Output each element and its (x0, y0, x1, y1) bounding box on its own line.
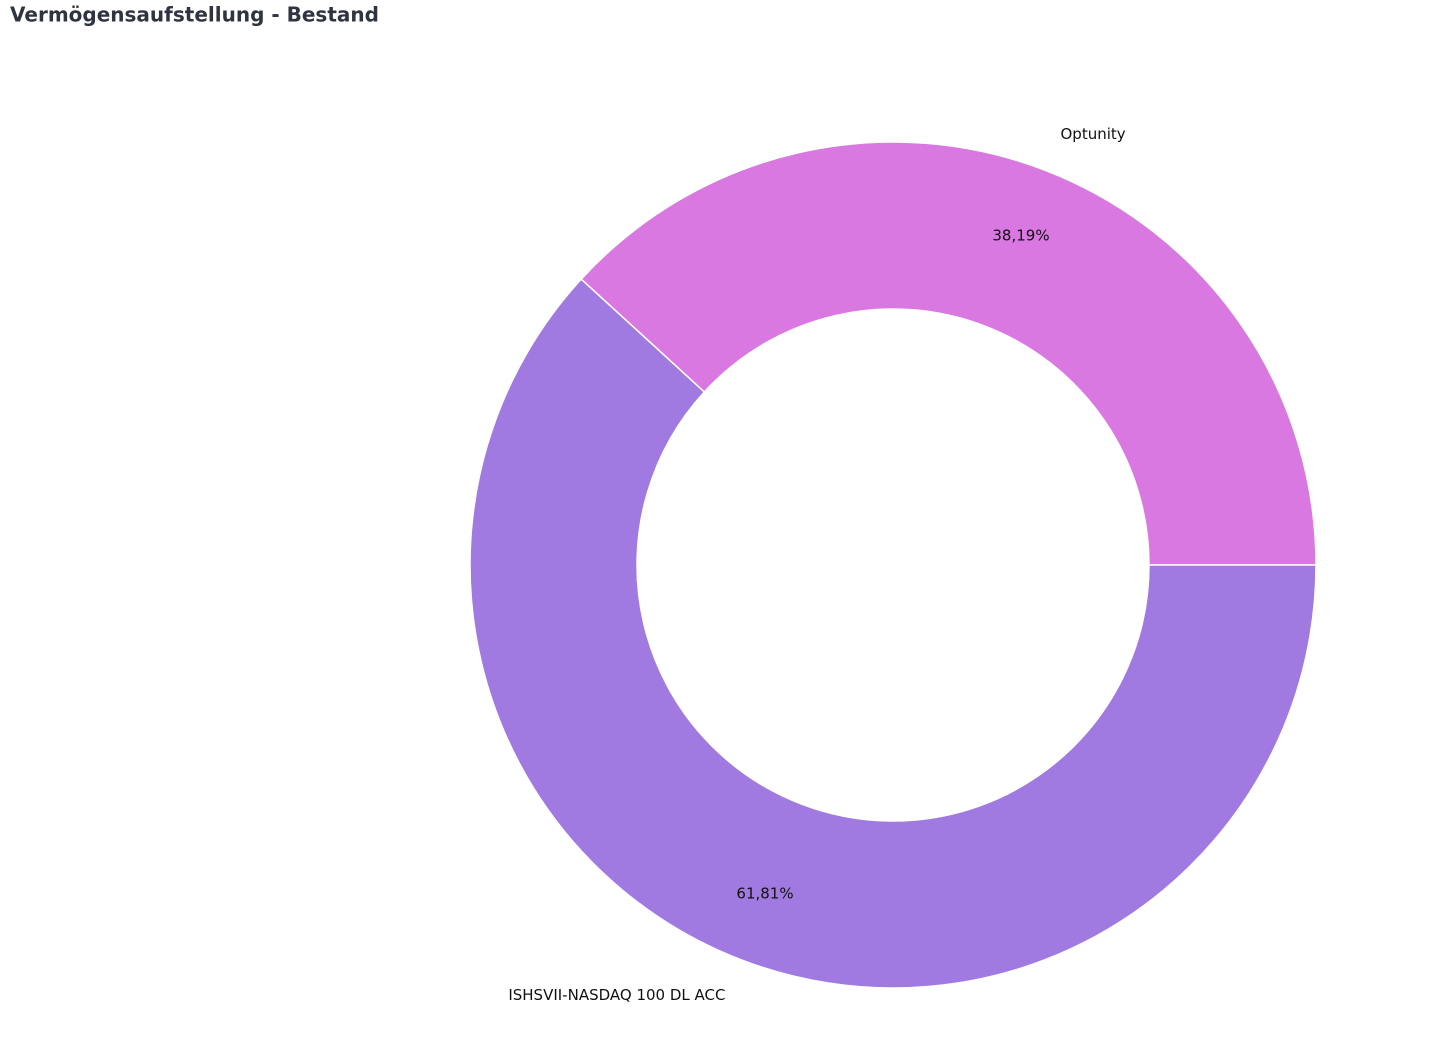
chart-title: Vermögensaufstellung - Bestand (10, 3, 379, 27)
category-label: Optunity (1061, 125, 1126, 143)
category-label: ISHSVII-NASDAQ 100 DL ACC (508, 986, 725, 1004)
donut-slice (580, 141, 1317, 566)
value-label: 38,19% (992, 227, 1049, 245)
donut-slice (469, 278, 1317, 989)
value-label: 61,81% (736, 884, 793, 902)
